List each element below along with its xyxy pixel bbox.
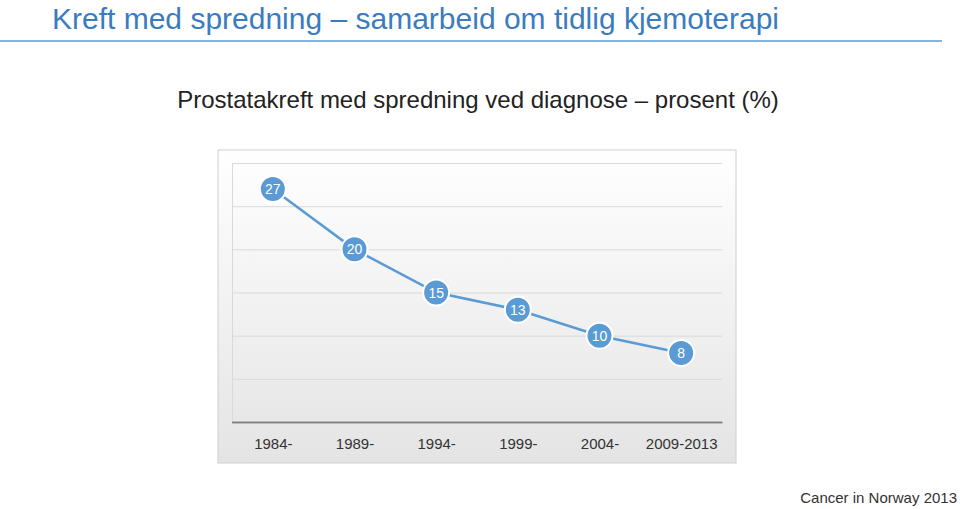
marker: [342, 236, 368, 262]
chart-svg: Kreft med spredning – samarbeid om tidli…: [0, 0, 960, 509]
x-tick: 1989-: [336, 435, 374, 452]
x-tick: 1999-: [499, 435, 537, 452]
data-label: 15: [428, 285, 444, 301]
y-tick: [232, 336, 722, 337]
marker: [505, 297, 531, 323]
x-tick-label: 1989-: [336, 435, 374, 452]
plot-area: [260, 176, 694, 366]
grid-line: [232, 422, 722, 424]
y-tick: [232, 206, 722, 207]
plot-box: [218, 150, 736, 463]
x-tick: 2004-: [581, 435, 619, 452]
grid-line: [232, 336, 722, 337]
data-label: 27: [265, 181, 281, 197]
data-label: 13: [510, 302, 526, 318]
x-tick-label: 1999-: [499, 435, 537, 452]
grid-line: [232, 379, 722, 380]
chart-title: Prostatakreft med spredning ved diagnose…: [177, 86, 779, 113]
grid-line: [232, 293, 722, 294]
y-tick: [232, 163, 722, 164]
data-labels: 27 20 15 13 10 8: [265, 181, 685, 361]
y-axis-line: [233, 164, 723, 423]
marker: [423, 280, 449, 306]
x-tick-label: 1994-: [417, 435, 455, 452]
marker: [260, 176, 286, 202]
line: [273, 189, 681, 353]
x-tick-label: 1984-: [254, 435, 292, 452]
y-tick: [232, 249, 722, 250]
y-tick: [232, 422, 722, 423]
x-tick: 1984-: [254, 435, 292, 452]
title-rule: [0, 40, 942, 42]
y-tick: [232, 379, 722, 380]
marker: [668, 340, 694, 366]
grid-line: [232, 249, 722, 250]
page-title: Kreft med spredning – samarbeid om tidli…: [52, 2, 779, 35]
grid-line: [232, 206, 722, 207]
x-tick-label: 2004-: [581, 435, 619, 452]
data-label: 20: [347, 241, 363, 257]
x-axis: 1984- 1989- 1994- 1999- 2004- 2009-2013: [233, 423, 723, 452]
x-tick: 1994-: [417, 435, 455, 452]
x-tick: 2009-2013: [646, 435, 718, 452]
grid-line: [232, 163, 722, 164]
data-label: 8: [677, 345, 685, 361]
y-axis: [232, 164, 722, 423]
source: Cancer in Norway 2013: [800, 489, 957, 506]
x-axis-line: [233, 422, 723, 424]
data-label: 10: [592, 328, 608, 344]
x-tick-label: 2009-2013: [646, 435, 718, 452]
marker: [587, 323, 613, 349]
y-tick: [232, 293, 722, 294]
